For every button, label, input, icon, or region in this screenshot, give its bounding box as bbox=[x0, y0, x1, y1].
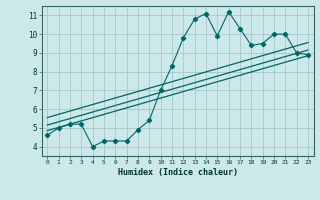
X-axis label: Humidex (Indice chaleur): Humidex (Indice chaleur) bbox=[118, 168, 237, 177]
